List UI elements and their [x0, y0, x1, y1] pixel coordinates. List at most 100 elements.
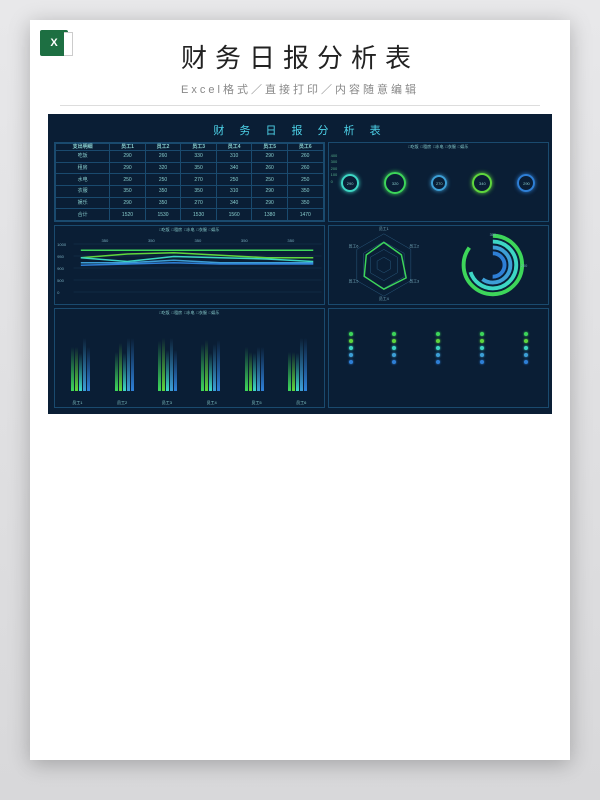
svg-text:350: 350	[287, 238, 295, 243]
table-cell: 娱乐	[56, 197, 110, 209]
table-cell: 1470	[287, 209, 323, 221]
svg-text:员工6: 员工6	[348, 243, 358, 248]
svg-text:500: 500	[57, 278, 65, 283]
scatter-dot	[349, 332, 353, 336]
bar	[296, 353, 299, 391]
table-cell: 290	[252, 151, 288, 163]
bar-category-label: 员工4	[207, 400, 217, 406]
bar-category-label: 员工1	[72, 400, 82, 406]
table-cell: 290	[252, 197, 288, 209]
svg-text:900: 900	[57, 266, 65, 271]
bar-category-label: 员工2	[117, 400, 127, 406]
scatter-dot	[392, 346, 396, 350]
bar-group	[115, 338, 134, 391]
table-cell: 1530	[145, 209, 181, 221]
bar-group	[71, 338, 90, 391]
table-row: 吃饭290260330310290260	[56, 151, 324, 163]
bar	[119, 343, 122, 391]
line-chart-panel: 吃饭租房水电衣服娱乐 10009509005000350350350350350	[54, 225, 325, 305]
bar-category-label: 员工5	[251, 400, 261, 406]
scatter-dot	[349, 353, 353, 357]
legend-item: 衣服	[197, 227, 207, 232]
scatter-dot	[392, 332, 396, 336]
scatter-dot	[480, 346, 484, 350]
bar	[300, 338, 303, 391]
scatter-dot	[480, 353, 484, 357]
bar-category-label: 员工6	[296, 400, 306, 406]
bar	[217, 340, 220, 391]
dashboard-title: 财 务 日 报 分 析 表	[54, 120, 546, 142]
table-cell: 340	[216, 162, 252, 174]
table-cell: 1530	[181, 209, 217, 221]
table-row: 水电250250270250250250	[56, 174, 324, 186]
document-page: X 财务日报分析表 Excel格式／直接打印／内容随意编辑 财 务 日 报 分 …	[30, 20, 570, 760]
bar-legend: 吃饭租房水电衣服娱乐	[55, 309, 324, 317]
table-row: 合计152015301530156013801470	[56, 209, 324, 221]
scatter-dot	[436, 339, 440, 343]
scatter-chart	[329, 309, 548, 387]
bar	[71, 347, 74, 391]
bar	[292, 352, 295, 391]
table-cell: 350	[181, 162, 217, 174]
scatter-column	[480, 332, 484, 364]
bar	[209, 353, 212, 391]
table-header: 员工3	[181, 144, 217, 151]
bubble-chart-panel: 吃饭租房水电衣服娱乐 4003002001000 290320270340290	[328, 142, 549, 222]
legend-item: 租房	[421, 144, 431, 149]
bar	[166, 350, 169, 391]
table-cell: 1380	[252, 209, 288, 221]
table-cell: 1560	[216, 209, 252, 221]
scatter-dot	[524, 332, 528, 336]
table-cell: 260	[145, 151, 181, 163]
bar-group	[288, 338, 307, 391]
scatter-dot	[392, 360, 396, 364]
table-header: 员工5	[252, 144, 288, 151]
table-cell: 250	[252, 174, 288, 186]
table-cell: 租房	[56, 162, 110, 174]
scatter-dot	[524, 346, 528, 350]
bar	[158, 341, 161, 391]
bar	[131, 338, 134, 391]
line-legend: 吃饭租房水电衣服娱乐	[55, 226, 324, 234]
radar-donut-panel: 员工1员工2员工3员工4员工5员工6 300200	[328, 225, 549, 305]
bar	[249, 352, 252, 391]
table-cell: 290	[252, 185, 288, 197]
bubble: 290	[341, 174, 359, 192]
scatter-dot	[349, 360, 353, 364]
bubble: 340	[472, 173, 492, 193]
table-cell: 水电	[56, 174, 110, 186]
legend-item: 水电	[184, 227, 194, 232]
bar	[174, 350, 177, 391]
scatter-dot	[524, 360, 528, 364]
legend-item: 娱乐	[458, 144, 468, 149]
scatter-column	[392, 332, 396, 364]
bar	[83, 338, 86, 391]
bubble-legend: 吃饭租房水电衣服娱乐	[329, 143, 548, 151]
expense-table-panel: 支出明细员工1员工2员工3员工4员工5员工6 吃饭290260330310290…	[54, 142, 325, 222]
scatter-column	[349, 332, 353, 364]
table-cell: 320	[145, 162, 181, 174]
table-cell: 270	[181, 197, 217, 209]
table-cell: 330	[181, 151, 217, 163]
bar-group	[201, 340, 220, 391]
bar-group	[158, 338, 177, 391]
table-row: 租房290320350340260260	[56, 162, 324, 174]
bar	[213, 344, 216, 391]
bar-chart	[55, 317, 324, 391]
svg-text:350: 350	[241, 238, 249, 243]
document-header: 财务日报分析表	[30, 20, 570, 81]
scatter-dot	[436, 346, 440, 350]
table-cell: 350	[287, 185, 323, 197]
excel-icon: X	[40, 30, 68, 56]
scatter-panel	[328, 308, 549, 408]
table-cell: 340	[216, 197, 252, 209]
table-row: 衣服350350350310290350	[56, 185, 324, 197]
bar	[79, 353, 82, 391]
svg-text:300: 300	[490, 232, 497, 237]
table-cell: 310	[216, 185, 252, 197]
scatter-dot	[349, 339, 353, 343]
table-cell: 350	[181, 185, 217, 197]
bar	[201, 344, 204, 391]
bar	[127, 338, 130, 391]
svg-text:350: 350	[194, 238, 202, 243]
